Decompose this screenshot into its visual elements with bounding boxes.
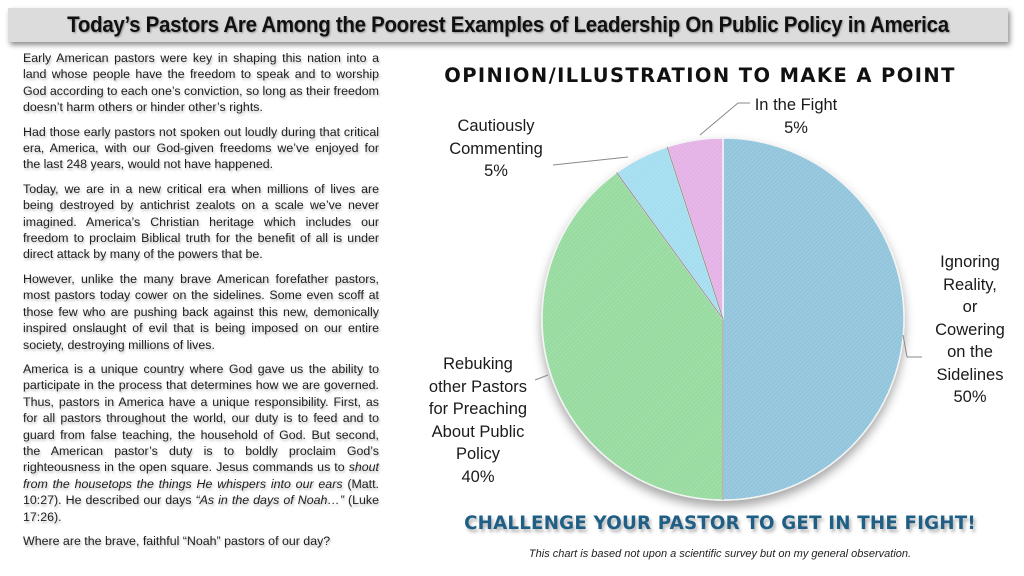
label-line: Ignoring (940, 253, 1000, 271)
label-line: Policy (455, 445, 500, 463)
label-line: Commenting (449, 139, 543, 158)
label-percent: 5% (484, 162, 508, 180)
label-line: other Pastors (428, 377, 528, 396)
label-percent: 40% (461, 467, 495, 486)
label-line: Rebuking (443, 355, 513, 373)
leader-line-ignoring (902, 334, 922, 358)
label-percent: 50% (953, 388, 987, 406)
label-line: About Public (431, 422, 525, 441)
article-text: Early American pastors were key in shapi… (23, 50, 379, 557)
paragraph-3: Today, we are in a new critical era when… (23, 181, 379, 262)
paragraph-4: However, unlike the many brave American … (23, 271, 379, 352)
leader-line-rebuking (534, 374, 549, 381)
call-to-action: CHALLENGE YOUR PASTOR TO GET IN THE FIGH… (464, 512, 976, 534)
label-rebuking-pastors: Rebuking other Pastors for Preaching Abo… (416, 353, 540, 488)
leader-line-cautious (552, 156, 629, 166)
p5-text-c: (Luke 17:26). (23, 493, 380, 524)
leader-line-fight (699, 102, 750, 136)
label-line: on the (947, 343, 993, 361)
slice-divider (666, 146, 724, 320)
label-ignoring-reality: Ignoring Reality, or Cowering on the Sid… (918, 251, 1022, 409)
paragraph-5: America is a unique country where God ga… (23, 361, 379, 525)
label-name: In the Fight (754, 96, 838, 114)
title-banner: Today’s Pastors Are Among the Poorest Ex… (8, 8, 1008, 42)
chart-disclaimer: This chart is based not upon a scientifi… (528, 548, 912, 560)
page-title: Today’s Pastors Are Among the Poorest Ex… (67, 12, 949, 37)
label-line: or (962, 298, 978, 316)
label-line: for Preaching (428, 400, 528, 418)
slice-texture (723, 138, 904, 500)
label-line: Cautiously (457, 117, 535, 135)
label-cautiously-commenting: Cautiously Commenting 5% (436, 115, 556, 183)
label-in-the-fight: In the Fight 5% (736, 94, 856, 139)
closing-question: Where are the brave, faithful “Noah” pas… (23, 533, 331, 548)
slice-divider (616, 172, 724, 320)
p5-text-b: (Matt. 10:27). He described our days (23, 476, 379, 508)
paragraph-1: Early American pastors were key in shapi… (23, 51, 379, 115)
label-percent: 5% (784, 118, 808, 137)
chart-title: OPINION/ILLUSTRATION TO MAKE A POINT (444, 64, 956, 87)
p5-quote-noah: “As in the days of Noah…” (195, 493, 344, 508)
slice-texture (667, 138, 723, 319)
label-line: Reality, (943, 275, 997, 294)
p5-text-a: America is a unique country where God ga… (23, 361, 379, 475)
slice-texture (616, 146, 723, 319)
p5-quote-housetops: shout from the housetops the things He w… (23, 460, 379, 491)
label-line: Cowering (935, 320, 1005, 339)
label-line: Sidelines (936, 365, 1004, 384)
slice-texture (542, 172, 723, 500)
paragraph-2: Had those early pastors not spoken out l… (23, 124, 379, 172)
